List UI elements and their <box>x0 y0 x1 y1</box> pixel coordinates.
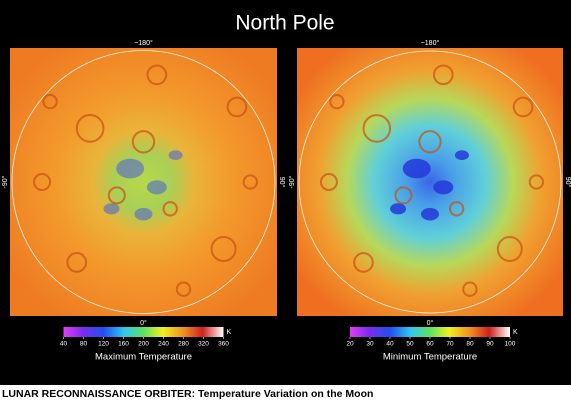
crater <box>432 64 454 86</box>
crater <box>146 64 168 86</box>
cold-region <box>146 180 167 195</box>
crater <box>210 235 237 263</box>
crater <box>162 201 178 217</box>
title: North Pole <box>235 12 334 35</box>
colorbar-tick-label: 30 <box>366 341 374 348</box>
colorbar <box>350 327 510 337</box>
crater <box>394 186 413 205</box>
colorbar-title: Minimum Temperature <box>383 352 477 363</box>
cold-region <box>103 203 120 215</box>
colorbar-tick-label: 80 <box>80 341 88 348</box>
colorbar-tick-label: 70 <box>446 341 454 348</box>
map-label-right: 90° <box>564 177 571 188</box>
map-label-bottom: 0° <box>140 319 147 327</box>
colorbar-unit: K <box>513 329 518 336</box>
colorbar-tick-label: 40 <box>386 341 394 348</box>
maps: ~180°0°-90° 90°K40 80 120 160 200 240 280 320 360… <box>1 39 571 363</box>
latitude-circle <box>298 50 562 314</box>
crater <box>107 186 126 205</box>
map-label-left: -90° <box>288 175 296 188</box>
cold-region <box>168 150 183 161</box>
cold-region <box>433 180 454 195</box>
crater <box>42 93 58 110</box>
map-label-top: ~180° <box>134 39 153 47</box>
cold-region <box>134 207 153 221</box>
cold-region <box>116 158 145 179</box>
colorbar-tick-label: 80 <box>466 341 474 348</box>
colorbar-unit: K <box>227 329 232 336</box>
temperature-map <box>297 48 563 316</box>
crater <box>448 201 465 217</box>
colorbar-tick-label: 200 <box>138 341 149 348</box>
crater <box>329 93 345 110</box>
colorbar-title: Maximum Temperature <box>95 352 192 363</box>
colorbar-tick-label: 240 <box>158 341 169 348</box>
colorbar-tick-label: 90 <box>486 341 494 348</box>
colorbar-tick-label: 320 <box>198 341 209 348</box>
cold-region <box>402 158 431 179</box>
map-label-top: ~180° <box>421 39 440 47</box>
colorbar-tick-label: 160 <box>118 341 129 348</box>
crater <box>353 252 374 273</box>
colorbar-tick-label: 20 <box>346 341 354 348</box>
crater <box>131 130 156 154</box>
crater <box>462 281 478 297</box>
colorbar-tick-label: 120 <box>98 341 109 348</box>
crater <box>528 174 545 190</box>
latitude-circle <box>11 50 276 314</box>
colorbar-tick-label: 50 <box>406 341 414 348</box>
crater <box>512 96 534 118</box>
map-label-left: -90° <box>1 175 9 188</box>
colorbar-tick-label: 360 <box>218 341 229 348</box>
crater <box>33 172 52 192</box>
crater <box>175 281 192 297</box>
map-label-right: 90° <box>278 177 286 188</box>
crater <box>362 114 392 143</box>
map-label-bottom: 0° <box>427 319 434 327</box>
cold-region <box>390 203 407 215</box>
temperature-map <box>10 48 277 316</box>
crater <box>226 96 248 118</box>
crater <box>496 236 523 262</box>
colorbar-tick-label: 40 <box>60 341 68 348</box>
colorbar-tick-label: 100 <box>505 341 516 348</box>
crater <box>242 174 258 190</box>
crater <box>319 173 338 191</box>
crater <box>418 130 442 154</box>
crater <box>75 114 105 143</box>
cold-region <box>421 207 439 221</box>
cold-region <box>454 150 469 161</box>
colorbar <box>63 327 224 337</box>
caption: LUNAR RECONNAISSANCE ORBITER: Temperatur… <box>2 388 373 400</box>
colorbar-tick-label: 60 <box>426 341 434 348</box>
crater <box>66 252 88 273</box>
colorbar-tick-label: 280 <box>178 341 189 348</box>
